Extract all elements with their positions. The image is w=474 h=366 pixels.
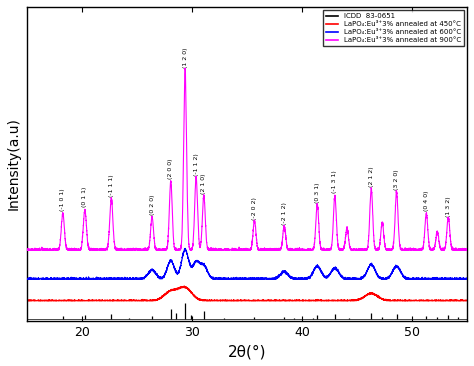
Text: (0 2 0): (0 2 0) bbox=[150, 194, 155, 215]
Text: (0 4 0): (0 4 0) bbox=[424, 191, 429, 211]
Text: (0 3 1): (0 3 1) bbox=[315, 182, 320, 203]
Y-axis label: Intensity(a.u): Intensity(a.u) bbox=[7, 117, 21, 210]
Legend: ICDD  83-0651, LaPO₄:Eu³⁺3% annealed at 450°C, LaPO₄:Eu³⁺3% annealed at 600°C, L: ICDD 83-0651, LaPO₄:Eu³⁺3% annealed at 4… bbox=[323, 10, 464, 46]
Text: (1 3 2): (1 3 2) bbox=[446, 196, 451, 217]
Text: (0 1 1): (0 1 1) bbox=[82, 187, 87, 208]
Text: (1 2 0): (1 2 0) bbox=[182, 47, 188, 68]
X-axis label: 2θ(°): 2θ(°) bbox=[228, 344, 266, 359]
Text: (2 1 0): (2 1 0) bbox=[201, 173, 206, 194]
Text: (-1 1 1): (-1 1 1) bbox=[109, 174, 114, 197]
Text: (-1 3 1): (-1 3 1) bbox=[332, 171, 337, 193]
Text: (-2 1 2): (-2 1 2) bbox=[282, 202, 287, 225]
Text: (-1 0 1): (-1 0 1) bbox=[60, 189, 65, 212]
Text: (-1 1 2): (-1 1 2) bbox=[193, 153, 199, 176]
Text: (-2 0 2): (-2 0 2) bbox=[252, 197, 257, 220]
Text: (2 0 0): (2 0 0) bbox=[168, 158, 173, 179]
Text: (3 2 0): (3 2 0) bbox=[394, 169, 399, 190]
Text: (2 1 2): (2 1 2) bbox=[369, 166, 374, 187]
